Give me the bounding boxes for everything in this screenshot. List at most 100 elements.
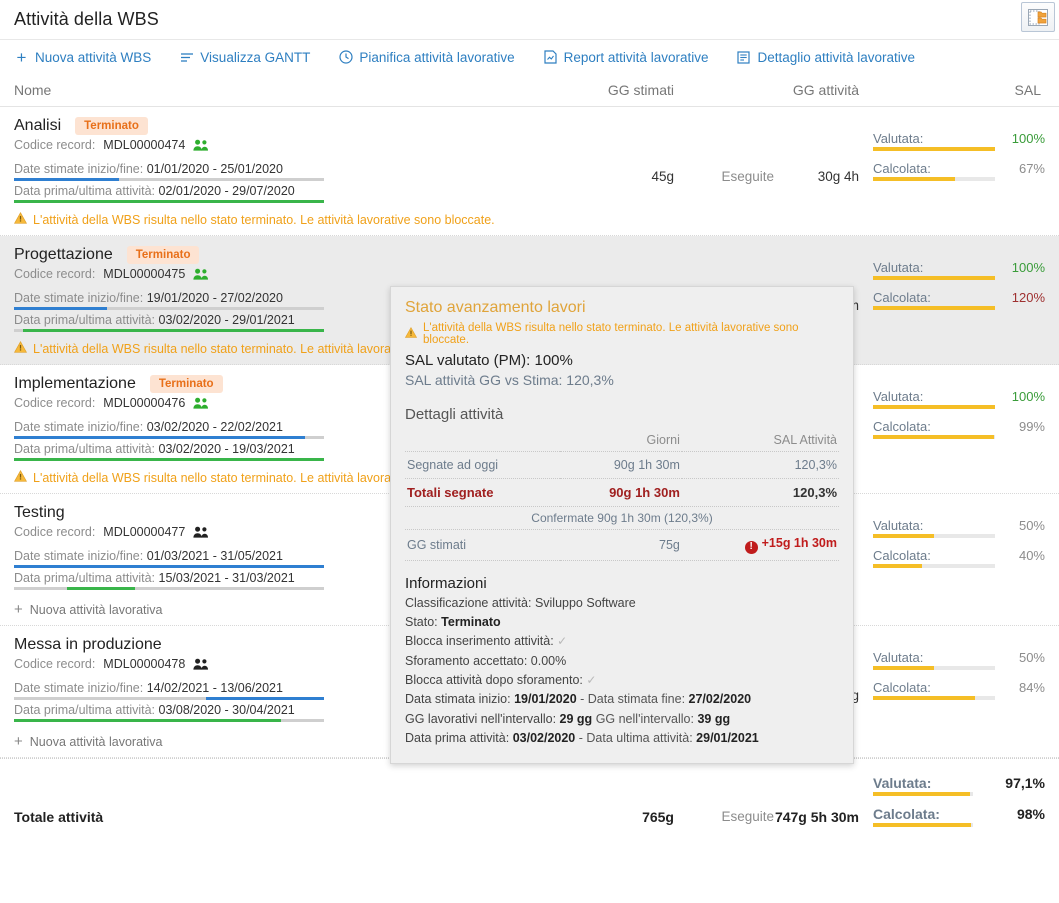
popup-section-informazioni: Informazioni [405,574,487,592]
row-left: Analisi Terminato Codice record: MDL0000047… [13,117,554,227]
actual-dates: Data prima/ultima attività: 02/01/2020 -… [14,184,295,198]
row-warning: L'attività della WBS risulta nello stato… [13,212,554,227]
th-sal-attivita: SAL Attività [681,431,839,452]
totals-label: Totale attività [14,809,104,825]
sal-valutata-label: Valutata: [873,518,924,533]
actual-dates-bar [14,200,324,203]
toolbar-new-wbs-activity[interactable]: + Nuova attività WBS [14,49,152,66]
th-giorni: Giorni [559,431,682,452]
record-code-value: MDL00000474 [103,138,186,152]
sal-valutata-bar [873,405,995,409]
detail-list-icon [736,50,751,65]
report-document-icon [543,50,558,65]
estimated-dates-bar [14,178,324,181]
estimated-dates-bar [14,436,324,439]
row-estimated-days: 45g [651,169,674,184]
warning-triangle-icon [13,341,28,356]
totals-valutata-label: Valutata: [873,775,932,791]
row-warning-text: L'attività della WBS risulta nello stato… [33,470,495,485]
record-code-value: MDL00000478 [103,657,186,671]
sal-valutata-value: 100% [1011,260,1045,275]
warning-triangle-icon [404,326,418,341]
popup-warning: L'attività della WBS risulta nello stato… [404,322,839,346]
popup-row-label: Segnate ad oggi [405,451,560,479]
popup-sal-gg: SAL attività GG vs Stima: 120,3% [405,372,614,388]
sal-valutata-label: Valutata: [873,650,924,665]
estimated-dates-bar [14,697,324,700]
people-icon[interactable] [193,268,209,280]
info-date-attivita: Data prima attività: 03/02/2020 - Data u… [405,731,759,746]
record-code-value: MDL00000476 [103,396,186,410]
record-code-label: Codice record: [14,138,96,152]
popup-row-sal: 120,3% [681,478,839,507]
toolbar-item-label: Visualizza GANTT [200,49,311,65]
popup-confirmed-row: Confermate 90g 1h 30m (120,3%) [405,506,839,530]
info-blocca-inserimento: Blocca inserimento attività: ✓ [405,634,568,649]
column-header-name: Nome [14,82,52,98]
task-name: Progettazione [14,246,113,263]
record-code-label: Codice record: [14,525,96,539]
table-header-row: Giorni SAL Attività [405,431,839,452]
estimated-dates-bar [14,307,324,310]
info-classificazione: Classificazione attività: Sviluppo Softw… [405,595,636,610]
row-sal: Valutata: 100% Calcolata: 67% [859,117,1045,227]
actual-dates-bar [14,458,324,461]
popup-estimated-days: 75g [559,529,682,561]
totals-estimated-days: 765g [642,809,674,825]
estimated-dates: Date stimate inizio/fine: 19/01/2020 - 2… [14,291,283,305]
new-work-activity-button[interactable]: + Nuova attività lavorativa [14,602,554,617]
check-icon: ✓ [586,673,597,687]
toolbar: + Nuova attività WBS Visualizza GANTT Pi… [0,40,1059,74]
check-icon: ✓ [557,634,568,649]
toolbar-report-work-activities[interactable]: Report attività lavorative [543,50,708,65]
info-stato: Stato: Terminato [405,614,501,629]
new-work-activity-button[interactable]: + Nuova attività lavorativa [14,734,554,749]
record-code-value: MDL00000475 [103,267,186,281]
sal-calcolata-bar [873,564,995,568]
column-header-sal: SAL [1014,82,1041,98]
table-row[interactable]: Implementazione Terminato Codice record: MD… [0,365,1059,494]
task-name: Analisi [14,117,62,134]
actual-dates: Data prima/ultima attività: 03/08/2020 -… [14,703,295,717]
toolbar-view-gantt[interactable]: Visualizza GANTT [179,50,310,65]
people-icon[interactable] [193,139,209,151]
row-left: Messa in produzione Codice record: MDL0000… [14,636,554,749]
sal-valutata-bar [873,276,995,280]
popup-row-sal: 120,3% [681,451,839,479]
sal-calcolata-label: Calcolata: [873,548,931,563]
record-code: Codice record: MDL00000474 [14,138,554,152]
row-left: Progettazione Terminato Codice record: MDL0… [13,246,554,356]
file-manager-icon[interactable] [1021,2,1055,32]
people-icon[interactable] [193,526,209,538]
people-icon[interactable] [193,658,209,670]
table-row[interactable]: Analisi Terminato Codice record: MDL0000047… [0,107,1059,236]
popup-sal-pm: SAL valutato (PM): 100% [405,352,573,369]
toolbar-item-label: Pianifica attività lavorative [359,49,515,65]
sal-calcolata-bar [873,696,995,700]
table-column-headers: Nome GG stimati GG attività SAL [0,74,1059,107]
people-icon[interactable] [193,397,209,409]
row-left: Implementazione Terminato Codice record: MD… [13,375,554,485]
row-warning-text: L'attività della WBS risulta nello stato… [33,212,495,227]
page-title: Attività della WBS [14,9,159,29]
warning-triangle-icon [13,212,28,227]
estimated-dates-bar [14,565,324,568]
toolbar-plan-work-activities[interactable]: Pianifica attività lavorative [338,49,515,65]
popup-info-block: Classificazione attività: Sviluppo Softw… [405,594,839,749]
work-progress-popup: Stato avanzamento lavori L'attività dell… [390,286,854,764]
page-header: Attività della WBS [0,0,1059,40]
row-sal: Valutata: 50% Calcolata: 40% [859,504,1045,617]
popup-table-row: Segnate ad oggi 90g 1h 30m 120,3% [405,451,839,479]
sal-valutata-bar [873,147,995,151]
totals-sal: Valutata: 97,1% Calcolata: 98% [859,769,1045,837]
popup-confirmed-text: Confermate 90g 1h 30m (120,3%) [405,506,839,530]
sal-calcolata-value: 99% [1018,419,1045,434]
toolbar-detail-work-activities[interactable]: Dettaglio attività lavorative [736,50,915,65]
task-name: Messa in produzione [14,636,162,653]
popup-warning-text: L'attività della WBS risulta nello stato… [423,322,799,346]
warning-triangle-icon [13,470,28,485]
totals-valutata-value: 97,1% [1005,775,1045,791]
sal-calcolata-label: Calcolata: [873,290,931,305]
toolbar-item-label: Dettaglio attività lavorative [757,49,916,65]
popup-section-details: Dettagli attività [405,406,504,423]
